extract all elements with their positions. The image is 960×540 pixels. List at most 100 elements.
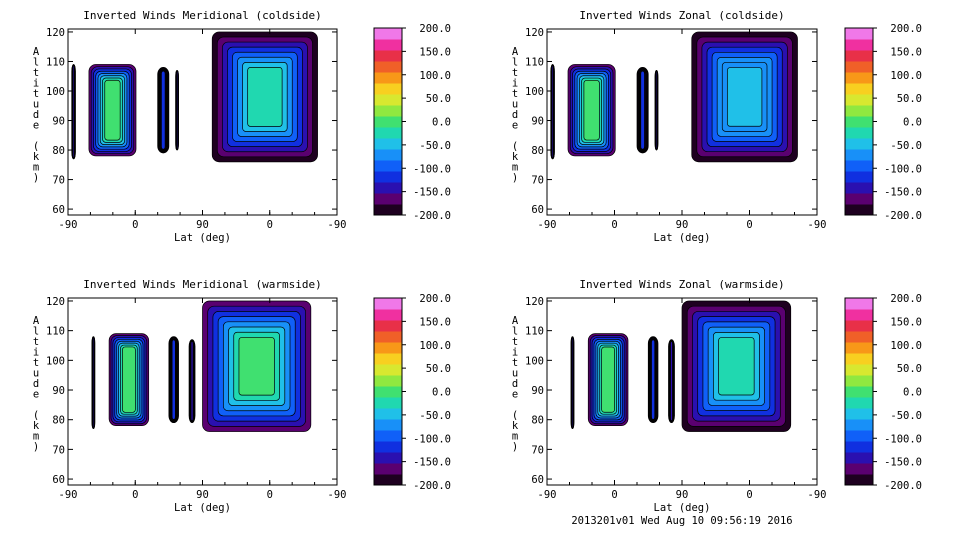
chart-title: Inverted Winds Meridional (coldside)	[83, 9, 321, 22]
colorbar-band	[374, 61, 402, 73]
x-tick-label: 90	[676, 219, 689, 231]
x-axis-label: Lat (deg)	[654, 502, 711, 514]
colorbar-tick-label: -150.0	[884, 457, 922, 469]
y-tick-label: 90	[52, 385, 65, 397]
x-tick-label: 0	[746, 219, 752, 231]
colorbar-band	[374, 320, 402, 332]
colorbar-band	[374, 127, 402, 139]
colorbar-band	[845, 397, 873, 409]
x-tick-label: 0	[267, 219, 273, 231]
y-axis-label-char: t	[33, 357, 39, 369]
colorbar-tick-label: 50.0	[897, 363, 922, 375]
y-axis-label-char: )	[33, 441, 39, 453]
y-axis-label-char: m	[33, 162, 39, 174]
y-tick-label: 100	[46, 355, 65, 367]
y-axis-label-char: i	[512, 78, 518, 90]
y-axis-label-char: k	[33, 151, 40, 163]
colorbar-band	[845, 430, 873, 442]
y-tick-label: 110	[46, 56, 65, 68]
data-cell	[247, 67, 283, 127]
y-tick-label: 80	[52, 415, 65, 427]
colorbar-tick-label: 200.0	[419, 293, 451, 305]
colorbar-band	[845, 127, 873, 139]
y-axis-label-char: i	[512, 347, 518, 359]
data-cell	[176, 70, 178, 150]
y-axis-label-char: t	[33, 336, 39, 348]
y-axis-label-char: k	[33, 420, 40, 432]
colorbar-band	[374, 408, 402, 420]
chart-title: Inverted Winds Meridional (warmside)	[83, 278, 321, 291]
colorbar-band	[845, 61, 873, 73]
x-axis-label: Lat (deg)	[654, 232, 711, 244]
colorbar-tick-label: 0.0	[432, 117, 451, 129]
colorbar-band	[374, 171, 402, 183]
colorbar-tick-label: -150.0	[413, 457, 451, 469]
x-tick-label: 0	[746, 489, 752, 501]
y-axis-label-char: (	[33, 410, 39, 422]
colorbar-tick-label: -100.0	[884, 433, 922, 445]
data-cell	[190, 341, 194, 422]
y-axis-label-char: t	[512, 67, 518, 79]
colorbar-band	[374, 149, 402, 161]
colorbar-tick-label: 100.0	[419, 70, 451, 82]
x-tick-label: 0	[611, 489, 617, 501]
colorbar-tick-label: 150.0	[419, 46, 451, 58]
colorbar-band	[845, 50, 873, 62]
colorbar-band	[845, 182, 873, 194]
y-axis-label-char: e	[512, 120, 518, 132]
colorbar-tick-label: 50.0	[426, 363, 451, 375]
y-axis-label-char: m	[33, 431, 39, 443]
y-axis-label-char: d	[33, 109, 39, 121]
data-cell	[92, 337, 95, 428]
colorbar-band	[374, 116, 402, 128]
y-tick-label: 70	[52, 175, 65, 187]
colorbar-tick-label: 50.0	[897, 93, 922, 105]
data-cell	[72, 65, 75, 158]
data-cell	[655, 70, 658, 150]
y-tick-label: 100	[525, 355, 544, 367]
y-axis-label-char: )	[512, 441, 518, 453]
y-tick-label: 120	[46, 27, 65, 39]
colorbar-band	[374, 375, 402, 387]
colorbar-tick-label: -150.0	[884, 187, 922, 199]
colorbar-tick-label: -50.0	[419, 410, 451, 422]
colorbar-band	[374, 39, 402, 51]
colorbar-tick-label: 150.0	[890, 316, 922, 328]
x-tick-label: -90	[328, 219, 347, 231]
colorbar-band	[374, 353, 402, 365]
y-tick-label: 60	[531, 204, 544, 216]
data-cell	[122, 346, 136, 413]
y-axis-label-char: i	[33, 347, 39, 359]
y-axis-label-char: )	[33, 172, 39, 184]
colorbar-band	[374, 182, 402, 194]
colorbar-band	[845, 83, 873, 95]
colorbar-band	[845, 171, 873, 183]
colorbar-band	[374, 430, 402, 442]
colorbar-band	[374, 160, 402, 172]
chart-panel-3: Inverted Winds Meridional (warmside) -90 0…	[33, 278, 451, 514]
colorbar-tick-label: -100.0	[884, 163, 922, 175]
colorbar-band	[374, 193, 402, 205]
colorbar-tick-label: -50.0	[890, 410, 922, 422]
colorbar-tick-label: 100.0	[890, 340, 922, 352]
data-cell	[583, 79, 600, 141]
data-cell	[161, 70, 166, 150]
y-tick-label: 110	[525, 326, 544, 338]
colorbar-tick-label: -200.0	[413, 480, 451, 492]
y-axis-label-char: e	[512, 389, 518, 401]
x-tick-label: 90	[196, 489, 209, 501]
y-axis-label-char: (	[512, 141, 518, 153]
y-tick-label: 70	[531, 175, 544, 187]
colorbar-tick-label: 0.0	[903, 117, 922, 129]
chart-title: Inverted Winds Zonal (coldside)	[579, 9, 784, 22]
y-axis-label-char: l	[512, 57, 518, 69]
colorbar-band	[845, 39, 873, 51]
y-tick-label: 110	[46, 326, 65, 338]
y-tick-label: 100	[525, 86, 544, 98]
data-cell	[601, 346, 615, 413]
colorbar-band	[845, 441, 873, 453]
colorbar-tick-label: 100.0	[419, 340, 451, 352]
colorbar-band	[845, 386, 873, 398]
